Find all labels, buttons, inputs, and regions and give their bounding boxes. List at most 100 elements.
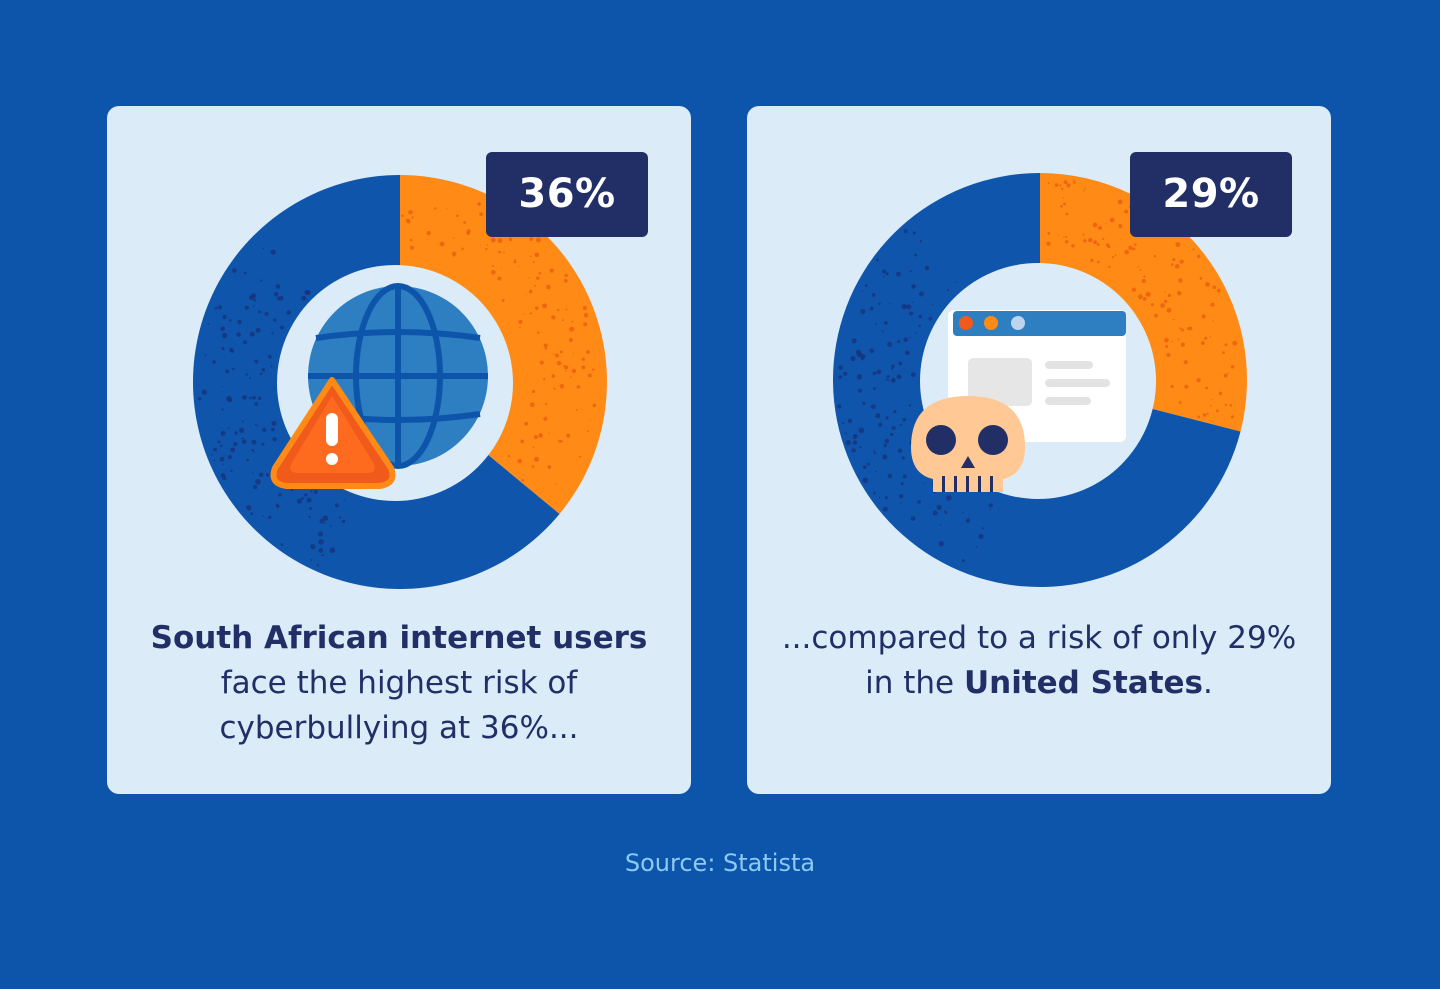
texture-speckle — [538, 433, 543, 438]
texture-speckle — [1173, 319, 1175, 321]
texture-speckle — [272, 437, 276, 441]
texture-speckle — [250, 331, 255, 336]
texture-speckle — [857, 374, 862, 379]
texture-speckle — [875, 413, 880, 418]
texture-speckle — [260, 373, 263, 376]
texture-speckle — [900, 502, 901, 503]
texture-speckle — [1105, 223, 1106, 224]
texture-speckle — [1146, 294, 1148, 296]
texture-speckle — [324, 523, 325, 524]
texture-speckle — [851, 448, 856, 453]
texture-speckle — [221, 409, 223, 411]
texture-speckle — [557, 309, 559, 311]
texture-speckle — [884, 321, 888, 325]
texture-speckle — [872, 293, 876, 297]
texture-speckle — [1124, 250, 1129, 255]
texture-speckle — [547, 465, 551, 469]
texture-speckle — [1128, 246, 1132, 250]
texture-speckle — [900, 424, 902, 426]
texture-speckle — [1083, 190, 1085, 192]
texture-speckle — [1231, 415, 1234, 418]
texture-speckle — [262, 443, 265, 446]
texture-speckle — [898, 361, 902, 365]
texture-speckle — [848, 419, 853, 424]
texture-speckle — [271, 332, 273, 334]
texture-speckle — [1063, 236, 1064, 237]
texture-speckle — [255, 479, 261, 485]
texture-speckle — [532, 465, 535, 468]
texture-speckle — [317, 564, 319, 566]
texture-speckle — [1073, 180, 1075, 182]
texture-speckle — [1227, 372, 1229, 374]
texture-speckle — [888, 379, 890, 381]
texture-speckle — [401, 214, 403, 216]
texture-speckle — [838, 365, 843, 370]
texture-speckle — [1108, 266, 1110, 268]
texture-speckle — [1165, 292, 1166, 293]
texture-speckle — [319, 548, 324, 553]
texture-speckle — [955, 281, 956, 282]
texture-speckle — [330, 548, 336, 554]
texture-speckle — [862, 402, 865, 405]
texture-speckle — [555, 483, 556, 484]
texture-speckle — [1059, 184, 1061, 186]
texture-speckle — [1212, 320, 1213, 321]
texture-speckle — [218, 440, 221, 443]
texture-speckle — [542, 303, 547, 308]
texture-speckle — [260, 279, 262, 281]
texture-speckle — [487, 244, 488, 245]
texture-speckle — [569, 327, 574, 332]
texture-speckle — [229, 348, 233, 352]
texture-speckle — [522, 479, 525, 482]
texture-speckle — [589, 420, 590, 421]
texture-speckle — [906, 304, 911, 309]
texture-speckle — [501, 268, 502, 269]
texture-speckle — [1171, 385, 1174, 388]
texture-speckle — [266, 473, 270, 477]
texture-speckle — [539, 272, 542, 275]
texture-speckle — [246, 459, 249, 462]
texture-speckle — [242, 439, 247, 444]
texture-speckle — [263, 248, 264, 249]
texture-speckle — [321, 554, 323, 556]
texture-speckle — [552, 354, 553, 355]
texture-speckle — [1217, 289, 1221, 293]
texture-speckle — [242, 395, 247, 400]
texture-speckle — [884, 439, 889, 444]
texture-speckle — [274, 292, 279, 297]
texture-speckle — [534, 435, 538, 439]
texture-speckle — [534, 285, 536, 287]
texture-speckle — [564, 279, 568, 283]
texture-speckle — [463, 221, 466, 224]
texture-speckle — [304, 290, 309, 295]
texture-speckle — [576, 409, 578, 411]
texture-speckle — [545, 403, 547, 405]
texture-speckle — [1175, 242, 1180, 247]
texture-speckle — [1061, 188, 1063, 190]
texture-speckle — [477, 202, 481, 206]
texture-speckle — [1048, 182, 1050, 184]
texture-speckle — [530, 312, 532, 314]
texture-speckle — [222, 315, 226, 319]
caption-united-states: ...compared to a risk of only 29% in the… — [767, 616, 1311, 706]
texture-speckle — [233, 442, 237, 446]
texture-speckle — [208, 323, 210, 325]
texture-speckle — [923, 483, 924, 484]
texture-speckle — [891, 378, 896, 383]
texture-speckle — [1179, 401, 1182, 404]
texture-speckle — [271, 250, 276, 255]
texture-speckle — [1178, 339, 1180, 341]
texture-speckle — [279, 296, 284, 301]
texture-speckle — [253, 485, 257, 489]
texture-speckle — [1066, 183, 1070, 187]
texture-speckle — [913, 301, 915, 303]
texture-speckle — [410, 239, 413, 242]
texture-speckle — [529, 237, 533, 241]
texture-speckle — [198, 397, 202, 401]
texture-speckle — [1065, 236, 1067, 238]
texture-speckle — [1212, 285, 1216, 289]
texture-speckle — [555, 353, 559, 357]
texture-speckle — [592, 369, 594, 371]
texture-speckle — [1166, 353, 1170, 357]
texture-speckle — [304, 493, 307, 496]
